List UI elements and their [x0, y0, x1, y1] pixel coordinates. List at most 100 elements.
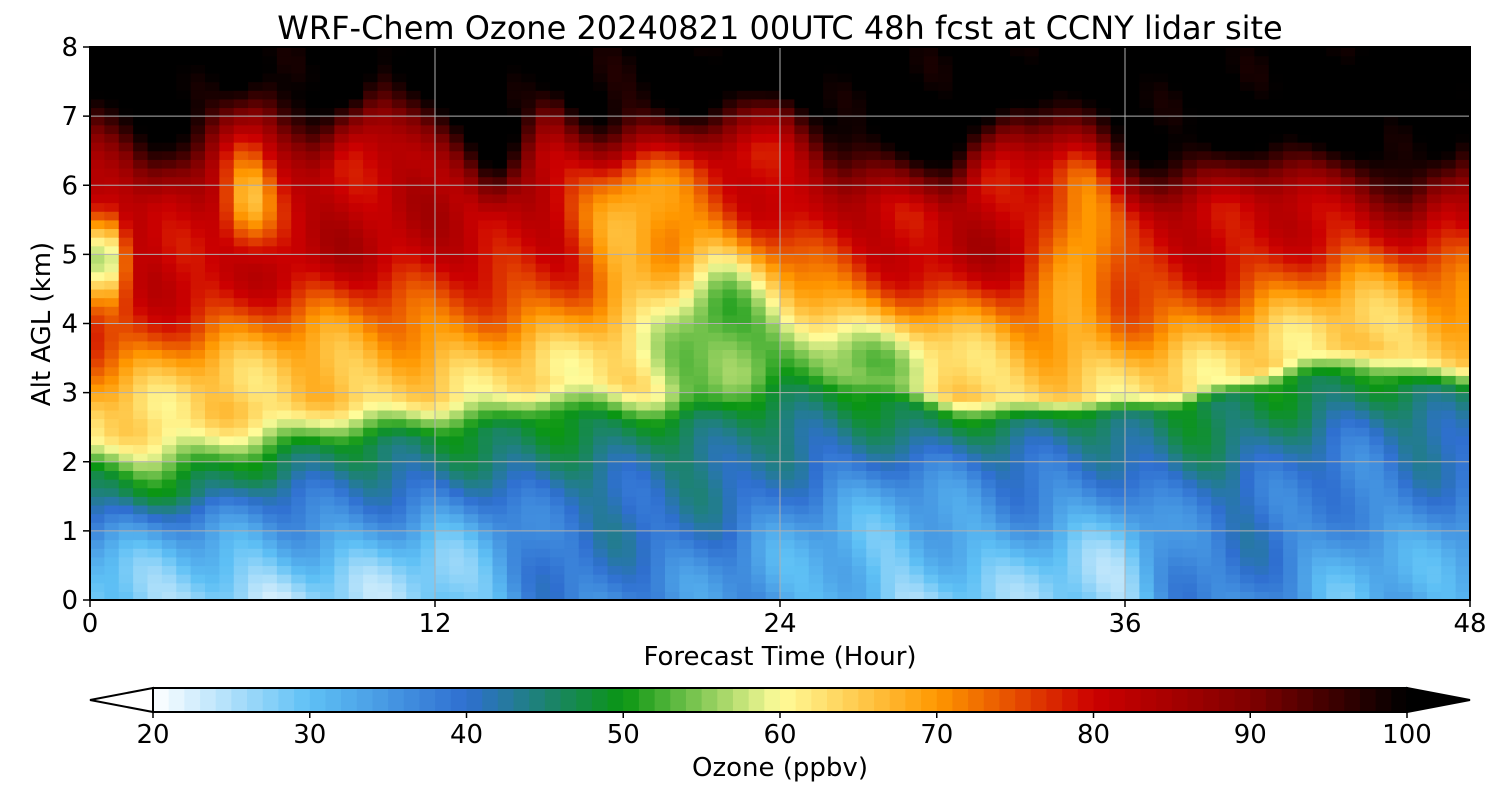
heatmap-cell [104, 340, 120, 351]
heatmap-cell [478, 64, 494, 74]
heatmap-cell [449, 150, 465, 160]
heatmap-cell [118, 418, 134, 428]
heatmap-cell [1053, 470, 1069, 480]
heatmap-cell [1067, 332, 1083, 342]
heatmap-cell [1038, 228, 1054, 238]
heatmap-cell [1024, 263, 1040, 273]
heatmap-cell [248, 487, 264, 497]
heatmap-cell [1196, 306, 1212, 316]
heatmap-cell [995, 504, 1011, 515]
heatmap-cell [895, 228, 910, 238]
heatmap-cell [276, 349, 292, 359]
heatmap-cell [550, 124, 565, 135]
heatmap-cell [1053, 245, 1069, 255]
heatmap-cell [636, 332, 652, 342]
heatmap-cell [478, 375, 494, 385]
heatmap-cell [923, 409, 939, 420]
heatmap-cell [449, 591, 465, 600]
heatmap-cell [449, 392, 465, 402]
heatmap-cell [276, 72, 292, 83]
heatmap-cell [449, 237, 465, 247]
heatmap-cell [219, 539, 235, 549]
heatmap-cell [320, 366, 335, 376]
heatmap-cell [895, 522, 910, 532]
heatmap-cell [262, 280, 278, 290]
heatmap-cell [492, 133, 508, 143]
heatmap-cell [1010, 107, 1025, 117]
heatmap-cell [578, 349, 594, 359]
heatmap-cell [1211, 574, 1227, 584]
heatmap-cell [406, 211, 422, 221]
heatmap-cell [190, 530, 206, 541]
heatmap-cell [1081, 479, 1097, 489]
heatmap-cell [823, 453, 839, 463]
heatmap-cell [133, 142, 149, 152]
heatmap-cell [1153, 228, 1169, 238]
heatmap-cell [1110, 271, 1126, 281]
heatmap-cell [621, 211, 637, 221]
heatmap-cell [938, 375, 954, 385]
heatmap-cell [176, 418, 192, 428]
heatmap-cell [995, 461, 1011, 471]
heatmap-cell [895, 159, 910, 169]
heatmap-cell [736, 150, 752, 160]
heatmap-cell [607, 548, 623, 558]
heatmap-cell [147, 548, 163, 558]
heatmap-cell [1096, 504, 1112, 515]
heatmap-cell [391, 574, 407, 584]
heatmap-cell [1096, 228, 1112, 238]
heatmap-cell [1067, 64, 1083, 74]
heatmap-cell [1182, 539, 1198, 549]
heatmap-cell [837, 358, 853, 368]
heatmap-cell [1067, 349, 1083, 359]
heatmap-cell [1010, 366, 1025, 376]
heatmap-cell [837, 453, 853, 463]
heatmap-cell [550, 418, 565, 428]
heatmap-cell [276, 254, 292, 264]
heatmap-cell [377, 211, 393, 221]
heatmap-cell [1081, 116, 1097, 126]
heatmap-cell [938, 98, 954, 109]
heatmap-cell [449, 435, 465, 446]
heatmap-cell [334, 522, 350, 532]
heatmap-cell [391, 582, 407, 592]
heatmap-cell [966, 435, 982, 446]
heatmap-cell [305, 435, 321, 446]
heatmap-cell [449, 288, 465, 299]
heatmap-cell [621, 409, 637, 420]
heatmap-cell [1081, 271, 1097, 281]
heatmap-cell [233, 582, 249, 592]
heatmap-cell [607, 530, 623, 541]
heatmap-cell [636, 470, 652, 480]
heatmap-cell [952, 435, 968, 446]
heatmap-cell [923, 254, 939, 264]
heatmap-cell [320, 548, 335, 558]
heatmap-cell [104, 418, 120, 428]
heatmap-cell [363, 539, 379, 549]
heatmap-cell [636, 444, 652, 454]
heatmap-cell [147, 496, 163, 506]
heatmap-cell [866, 461, 882, 471]
heatmap-cell [161, 470, 177, 480]
heatmap-cell [966, 453, 982, 463]
heatmap-cell [693, 591, 709, 600]
heatmap-cell [593, 513, 609, 523]
heatmap-cell [90, 530, 105, 541]
heatmap-cell [435, 556, 450, 567]
heatmap-cell [1096, 340, 1112, 351]
heatmap-cell [823, 159, 839, 169]
heatmap-cell [995, 245, 1011, 255]
heatmap-cell [147, 565, 163, 575]
heatmap-cell [1081, 185, 1097, 195]
heatmap-cell [880, 496, 896, 506]
heatmap-cell [104, 116, 120, 126]
heatmap-cell [650, 522, 666, 532]
heatmap-cell [262, 548, 278, 558]
heatmap-cell [650, 496, 666, 506]
heatmap-cell [1153, 401, 1169, 411]
heatmap-cell [104, 98, 120, 109]
heatmap-cell [995, 116, 1011, 126]
heatmap-cell [607, 565, 623, 575]
heatmap-cell [291, 565, 307, 575]
heatmap-cell [506, 349, 522, 359]
